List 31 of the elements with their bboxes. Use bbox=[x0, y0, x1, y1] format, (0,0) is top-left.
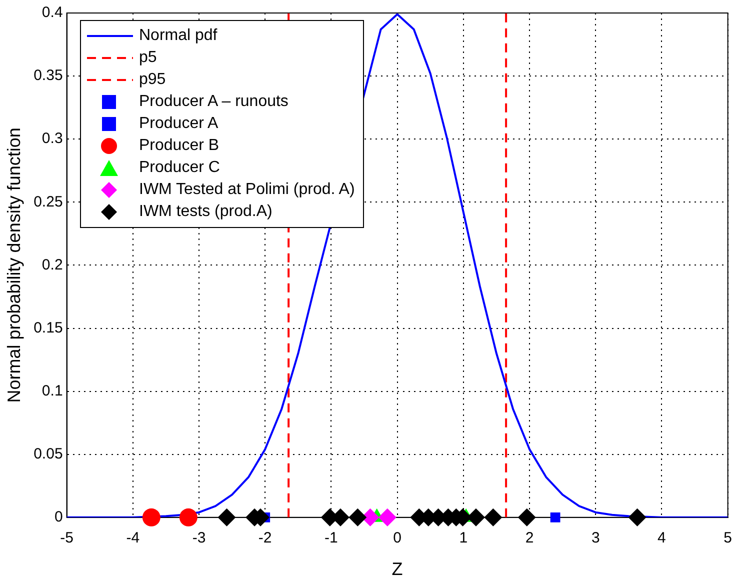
x-tick-label: 1 bbox=[459, 530, 468, 547]
y-tick-label: 0.3 bbox=[42, 130, 63, 148]
legend-label: Producer B bbox=[139, 136, 220, 156]
legend-label: Producer C bbox=[139, 158, 220, 178]
legend-label: Producer A bbox=[139, 114, 218, 134]
y-tick-label: 0.1 bbox=[42, 382, 63, 400]
legend-label: IWM Tested at Polimi (prod. A) bbox=[139, 180, 355, 200]
x-tick-label: -4 bbox=[126, 530, 140, 547]
x-tick-label: -5 bbox=[60, 530, 74, 547]
x-tick-label: 4 bbox=[658, 530, 666, 547]
y-tick-label: 0.35 bbox=[34, 67, 63, 84]
x-tick-label: -1 bbox=[324, 530, 338, 547]
y-axis-title: Normal probability density function bbox=[4, 128, 24, 403]
y-tick-label: 0.15 bbox=[34, 319, 63, 336]
x-tick-label: 0 bbox=[393, 530, 402, 547]
legend-label: p95 bbox=[139, 70, 166, 90]
legend-label: IWM tests (prod.A) bbox=[139, 202, 272, 222]
x-tick-label: 3 bbox=[591, 530, 600, 547]
y-tick-label: 0.05 bbox=[34, 445, 63, 462]
y-tick-label: 0.4 bbox=[42, 4, 63, 22]
legend-label: p5 bbox=[139, 48, 157, 68]
legend-label: Producer A – runouts bbox=[139, 92, 288, 112]
x-tick-label: -2 bbox=[258, 530, 272, 547]
x-axis-title: Z bbox=[392, 559, 403, 580]
x-tick-label: 2 bbox=[525, 530, 534, 547]
y-tick-label: 0 bbox=[54, 508, 63, 526]
x-tick-label: -3 bbox=[192, 530, 206, 547]
x-tick-label: 5 bbox=[724, 530, 732, 547]
y-tick-label: 0.25 bbox=[34, 193, 63, 210]
y-tick-label: 0.2 bbox=[42, 256, 63, 274]
legend-label: Normal pdf bbox=[139, 26, 218, 46]
